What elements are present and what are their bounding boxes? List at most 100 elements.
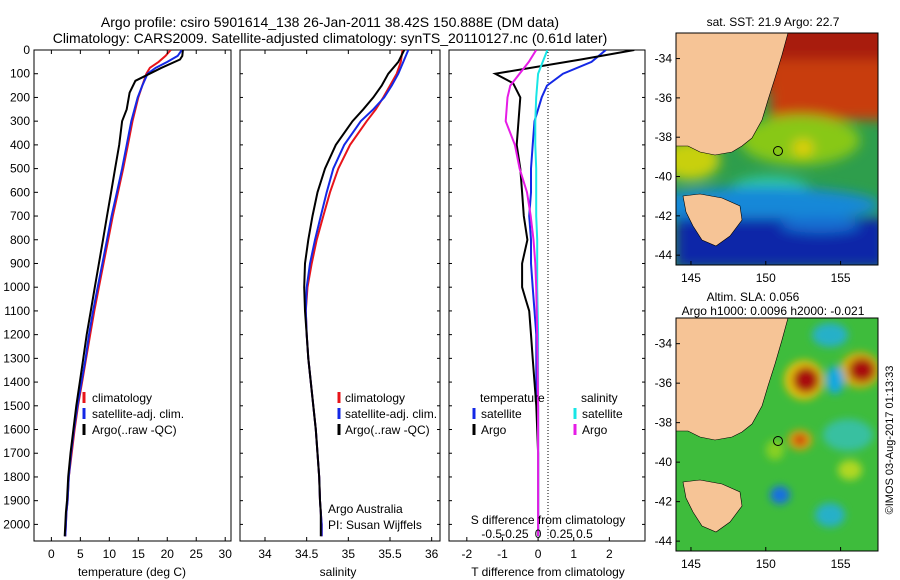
x-tick-label: 35 (342, 547, 356, 561)
y-tick-label: 600 (10, 185, 30, 199)
top-tick-label: 0.5 (576, 527, 593, 541)
x-tick-label: 20 (161, 547, 175, 561)
imos-timestamp: ©IMOS 03-Aug-2017 01:13:33 (884, 366, 896, 515)
map-y-tick-label: -42 (655, 495, 673, 509)
difference-profile-panel: -2 -1 0 1 2 -0.5 -0.25 0 0.25 0.5 S difference fr… (448, 49, 646, 579)
sla-map-frame (675, 317, 879, 552)
tasmania-land (682, 193, 743, 247)
sst-map-frame (675, 32, 879, 266)
map-x-tick-label: 155 (831, 557, 851, 571)
legend-label-climatology: climatology (92, 391, 152, 405)
map-x-tick-label: 145 (681, 271, 701, 285)
y-tick-label: 900 (10, 256, 30, 270)
x-tick-label: 0 (48, 547, 55, 561)
legend-label-satellite: satellite-adj. clim. (92, 407, 184, 421)
difference-plot-frame (448, 49, 646, 542)
legend-title-salinity: salinity (581, 391, 618, 405)
legend-label-t-satellite: satellite (481, 407, 522, 421)
map-x-tick-label: 145 (681, 557, 701, 571)
y-tick-label: 500 (10, 162, 30, 176)
legend-label-s-satellite: satellite (582, 407, 623, 421)
x-tick-label: 35.5 (378, 547, 402, 561)
map-x-tick-label: 150 (756, 271, 776, 285)
y-tick-label: 1500 (3, 399, 30, 413)
map-y-tick-label: -44 (655, 534, 673, 548)
series-line-temperature-argo (492, 50, 635, 537)
sla-map-panel: Altim. SLA: 0.056 Argo h1000: 0.0096 h20… (655, 290, 879, 571)
credit-pi: PI: Susan Wijffels (328, 518, 422, 532)
x-tick-label: 34.5 (295, 547, 319, 561)
map-y-tick-label: -40 (655, 170, 673, 184)
y-tick-label: 400 (10, 138, 30, 152)
legend-label-argo: Argo(..raw -QC) (92, 423, 177, 437)
series-line-argo-raw-qc- (63, 50, 184, 537)
y-tick-label: 0 (23, 43, 30, 57)
series-line-argo-raw-qc- (303, 50, 406, 537)
sla-map-subtitle: Argo h1000: 0.0096 h2000: -0.021 (682, 304, 865, 318)
temperature-profile-panel: 0 5 10 15 20 25 300100200300400500600700800900… (3, 43, 232, 579)
y-tick-label: 1400 (3, 375, 30, 389)
map-y-tick-label: -44 (655, 248, 673, 262)
y-tick-label: 1800 (3, 470, 30, 484)
x-tick-label: 34 (258, 547, 272, 561)
argo-float-marker (773, 146, 783, 156)
map-y-tick-label: -34 (655, 337, 673, 351)
australia-land (676, 318, 789, 441)
legend-label-satellite: satellite-adj. clim. (345, 407, 437, 421)
map-y-tick-label: -36 (655, 91, 673, 105)
credit-argo-australia: Argo Australia (328, 502, 403, 516)
legend-label-climatology: climatology (345, 391, 405, 405)
salinity-legend: climatology satellite-adj. clim. Argo(..… (337, 391, 437, 437)
y-tick-label: 1600 (3, 423, 30, 437)
sst-map-title: sat. SST: 21.9 Argo: 22.7 (707, 15, 840, 29)
y-tick-label: 300 (10, 114, 30, 128)
sla-map-title: Altim. SLA: 0.056 (707, 290, 800, 304)
y-tick-label: 1300 (3, 351, 30, 365)
y-tick-label: 800 (10, 233, 30, 247)
map-y-tick-label: -38 (655, 130, 673, 144)
map-y-tick-label: -34 (655, 52, 673, 66)
y-tick-label: 2000 (3, 517, 30, 531)
legend-label-argo: Argo(..raw -QC) (345, 423, 430, 437)
map-x-tick-label: 155 (831, 271, 851, 285)
x-tick-label: 2 (606, 547, 613, 561)
s-difference-label: S difference from climatology (471, 513, 626, 527)
top-tick-label: 0.25 (550, 527, 574, 541)
temperature-legend: climatology satellite-adj. clim. Argo(..… (82, 391, 184, 437)
sst-map-panel: sat. SST: 21.9 Argo: 22.7 145 150 155 -34 -3… (655, 15, 879, 285)
figure-title-line2: Climatology: CARS2009. Satellite-adjuste… (52, 30, 608, 46)
salinity-profile-panel: 34 34.5 35 35.5 36 salinity Argo Australia P… (239, 49, 441, 579)
map-y-tick-label: -36 (655, 376, 673, 390)
x-tick-label: 0 (535, 547, 542, 561)
top-tick-label: 0 (535, 527, 542, 541)
figure-title-line1: Argo profile: csiro 5901614_138 26-Jan-2… (100, 14, 560, 30)
x-tick-label: 10 (103, 547, 117, 561)
x-tick-label: 5 (77, 547, 84, 561)
y-tick-label: 1000 (3, 280, 30, 294)
map-y-tick-label: -42 (655, 209, 673, 223)
legend-label-s-argo: Argo (582, 423, 608, 437)
y-tick-label: 100 (10, 67, 30, 81)
salinity-xlabel: salinity (320, 565, 357, 579)
y-tick-label: 700 (10, 209, 30, 223)
top-tick-label: -0.25 (501, 527, 529, 541)
argo-float-marker (773, 436, 783, 446)
sst-map-image (676, 33, 878, 265)
map-y-tick-label: -40 (655, 455, 673, 469)
map-y-tick-label: -38 (655, 416, 673, 430)
x-tick-label: 15 (132, 547, 146, 561)
y-tick-label: 1100 (4, 304, 30, 318)
y-tick-label: 1200 (3, 328, 30, 342)
salinity-plot-frame (239, 49, 441, 542)
sla-map-image (676, 318, 878, 551)
x-tick-label: 30 (219, 547, 233, 561)
temperature-plot-frame (33, 49, 232, 542)
x-tick-label: -2 (461, 547, 472, 561)
difference-legend: temperature salinity satellite Argo sate… (472, 391, 623, 437)
x-tick-label: 25 (190, 547, 204, 561)
y-tick-label: 1700 (3, 446, 30, 460)
legend-title-temperature: temperature (480, 391, 545, 405)
series-line-salinity-argo (504, 50, 540, 537)
australia-land (676, 33, 789, 156)
